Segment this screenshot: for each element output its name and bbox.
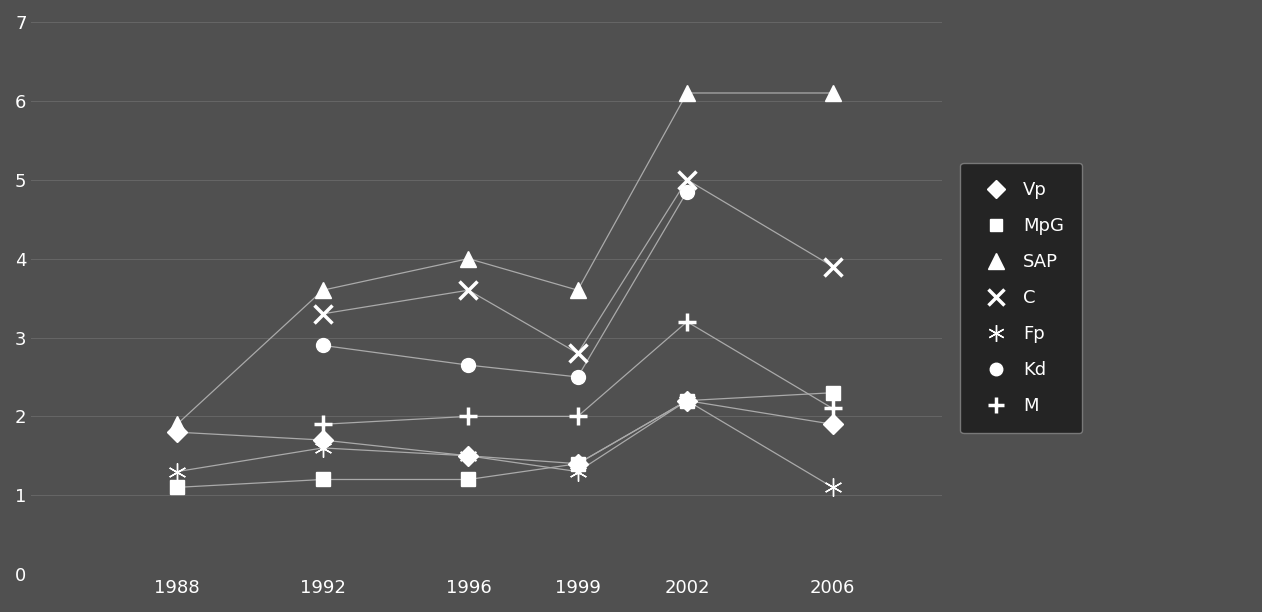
Legend: Vp, MpG, SAP, C, Fp, Kd, M: Vp, MpG, SAP, C, Fp, Kd, M (960, 163, 1083, 433)
